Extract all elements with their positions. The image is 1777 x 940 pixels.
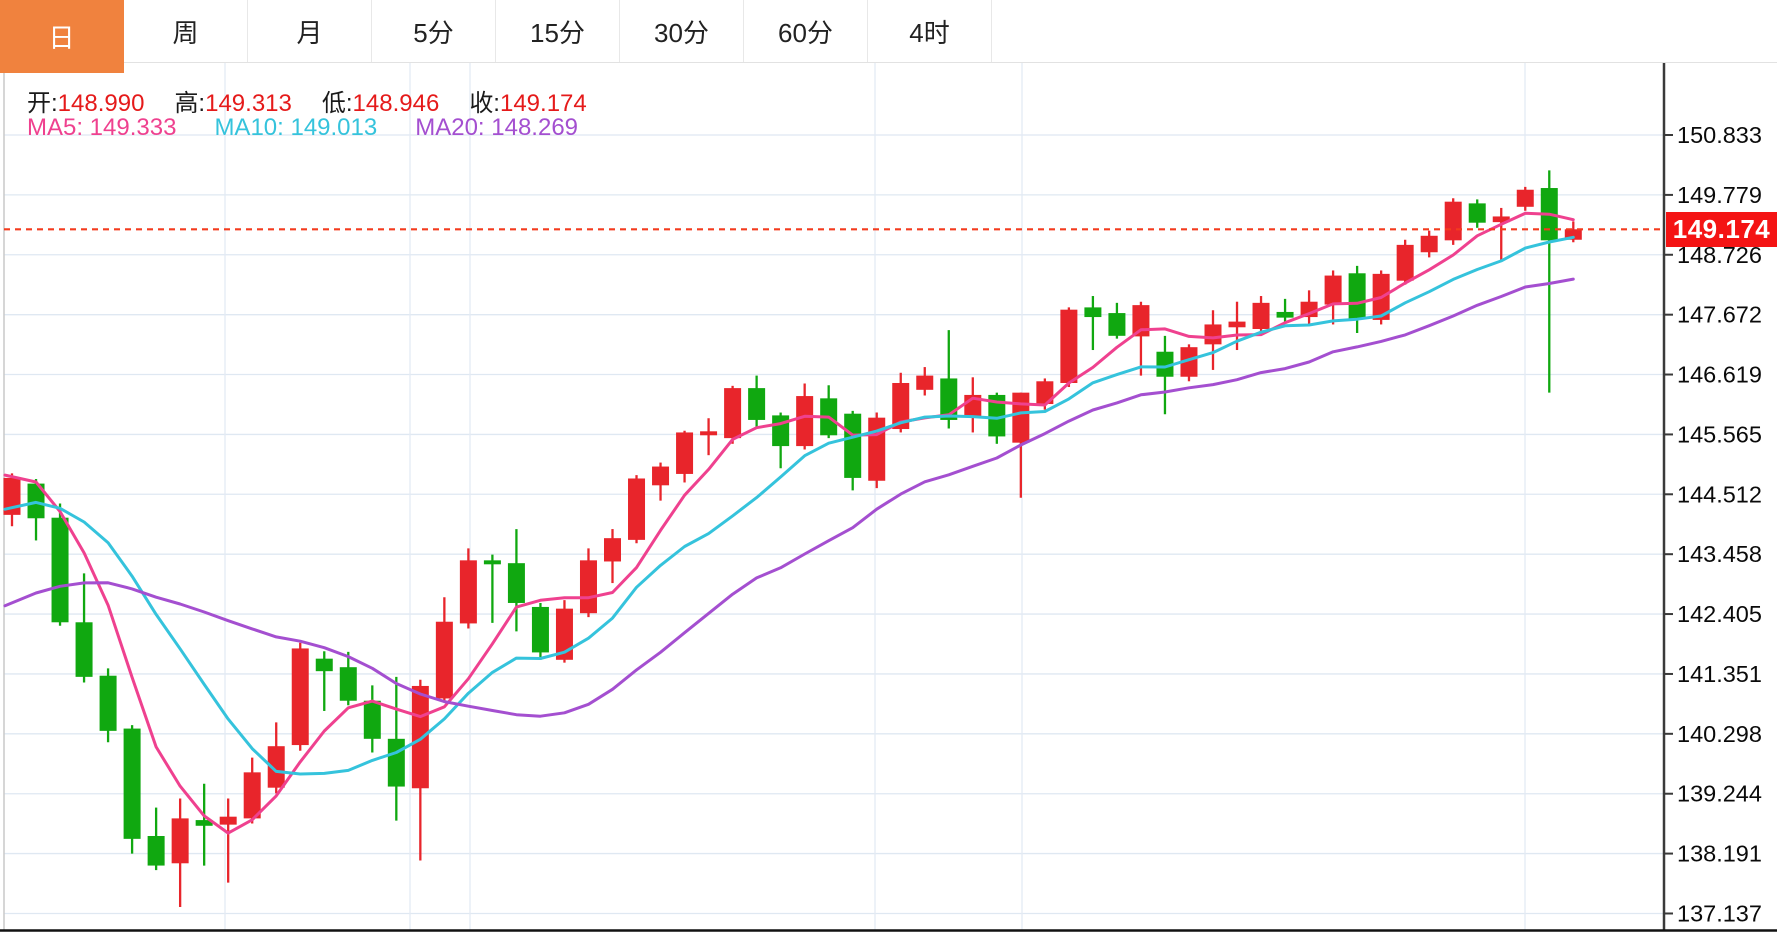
candle-body xyxy=(892,382,910,430)
axis-tick-label: 142.405 xyxy=(1677,601,1762,627)
candle-body xyxy=(1012,392,1030,443)
ma5-line xyxy=(3,211,1575,835)
candle-body xyxy=(267,746,285,788)
timeframe-tabbar: 日周月 5分 15分 30分 60分 4时 xyxy=(0,0,1777,73)
candle-body xyxy=(75,622,93,677)
axis-tick-label: 141.351 xyxy=(1677,661,1762,687)
ma-item: MA5: 149.333 xyxy=(27,114,177,141)
candle-body xyxy=(1420,235,1438,253)
candle-body xyxy=(1516,189,1534,207)
candle-body xyxy=(387,738,405,787)
candle-body xyxy=(99,675,117,731)
tab-5分[interactable]: 5分 xyxy=(372,0,496,62)
axis-tick-label: 138.191 xyxy=(1677,841,1762,867)
ohlc-item: 收:149.174 xyxy=(469,90,587,117)
tab-日[interactable]: 日 xyxy=(0,0,124,73)
candle-body xyxy=(1564,229,1582,240)
ohlc-item: 开:148.990 xyxy=(27,90,145,117)
candle-body xyxy=(1276,311,1294,318)
candle-body xyxy=(459,560,477,624)
candle-body xyxy=(676,432,694,474)
candles-layer xyxy=(3,170,1582,908)
candle-body xyxy=(1204,324,1222,345)
axis-tick-label: 139.244 xyxy=(1677,781,1762,807)
candle-body xyxy=(1036,381,1054,405)
candle-body xyxy=(628,478,646,540)
axis-tick-label: 150.833 xyxy=(1677,122,1762,148)
candle-body xyxy=(51,517,69,623)
candle-body xyxy=(363,700,381,739)
candle-body xyxy=(315,658,333,672)
candle-body xyxy=(1156,351,1174,377)
candle-body xyxy=(291,648,309,746)
candle-body xyxy=(868,417,886,481)
axis-tick-label: 146.619 xyxy=(1677,362,1762,388)
ma-item: MA10: 149.013 xyxy=(214,114,378,141)
candle-body xyxy=(1180,347,1198,377)
candle-body xyxy=(652,466,670,486)
candle-body xyxy=(1228,321,1246,328)
candle-body xyxy=(1348,273,1366,319)
candle-body xyxy=(1324,275,1342,305)
tab-周[interactable]: 周 xyxy=(124,0,248,62)
candle-body xyxy=(123,728,141,839)
tab-60分[interactable]: 60分 xyxy=(744,0,868,62)
candle-body xyxy=(748,388,766,420)
candle-body xyxy=(579,560,597,614)
candle-body xyxy=(1252,302,1270,329)
ma-legend: MA5: 149.333 MA10: 149.013 MA20: 148.269 xyxy=(27,114,616,142)
ohlc-legend: 开:148.990 高:149.313 低:148.946 收:149.174 xyxy=(27,83,617,118)
ohlc-item: 高:149.313 xyxy=(174,90,292,117)
last-price-badge: 149.174 xyxy=(1666,212,1777,247)
candle-body xyxy=(435,621,453,699)
candle-body xyxy=(339,667,357,701)
candle-body xyxy=(1060,309,1078,383)
candle-body xyxy=(1444,201,1462,241)
tab-15分[interactable]: 15分 xyxy=(496,0,620,62)
tab-月[interactable]: 月 xyxy=(248,0,372,62)
ma10-line xyxy=(3,235,1575,776)
axis-tick-label: 144.512 xyxy=(1677,481,1762,507)
tab-4时[interactable]: 4时 xyxy=(868,0,992,62)
candle-body xyxy=(1468,203,1486,223)
candle-body xyxy=(483,560,501,565)
candle-body xyxy=(844,413,862,478)
candle-body xyxy=(1132,305,1150,337)
candle-body xyxy=(555,608,573,660)
candle-body xyxy=(219,816,237,825)
axis-tick-label: 140.298 xyxy=(1677,721,1762,747)
ma-item: MA20: 148.269 xyxy=(415,114,579,141)
ohlc-item: 低:148.946 xyxy=(321,90,440,117)
candle-body xyxy=(1108,313,1126,336)
candle-body xyxy=(171,818,189,864)
candle-body xyxy=(724,388,742,439)
candle-body xyxy=(1396,244,1414,281)
candle-body xyxy=(531,606,549,653)
axis-tick-label: 147.672 xyxy=(1677,302,1762,328)
candle-body xyxy=(1492,216,1510,223)
candle-body xyxy=(772,415,790,447)
candle-body xyxy=(243,772,261,819)
candle-body xyxy=(988,394,1006,437)
candle-body xyxy=(507,563,525,603)
tab-30分[interactable]: 30分 xyxy=(620,0,744,62)
candle-body xyxy=(700,431,718,436)
candle-body xyxy=(796,396,814,447)
candle-body xyxy=(916,375,934,390)
candle-body xyxy=(604,538,621,562)
candle-body xyxy=(940,378,958,420)
axis-tick-label: 143.458 xyxy=(1677,541,1762,567)
candle-body xyxy=(411,685,429,789)
candle-body xyxy=(147,836,165,866)
price-axis: 150.833149.779148.726147.672146.619145.5… xyxy=(1662,62,1762,931)
candle-body xyxy=(1084,307,1102,318)
candle-body xyxy=(195,820,213,826)
axis-tick-label: 145.565 xyxy=(1677,421,1762,447)
ma20-line xyxy=(3,277,1575,718)
axis-tick-label: 149.779 xyxy=(1677,182,1762,208)
axis-tick-label: 137.137 xyxy=(1677,900,1762,926)
